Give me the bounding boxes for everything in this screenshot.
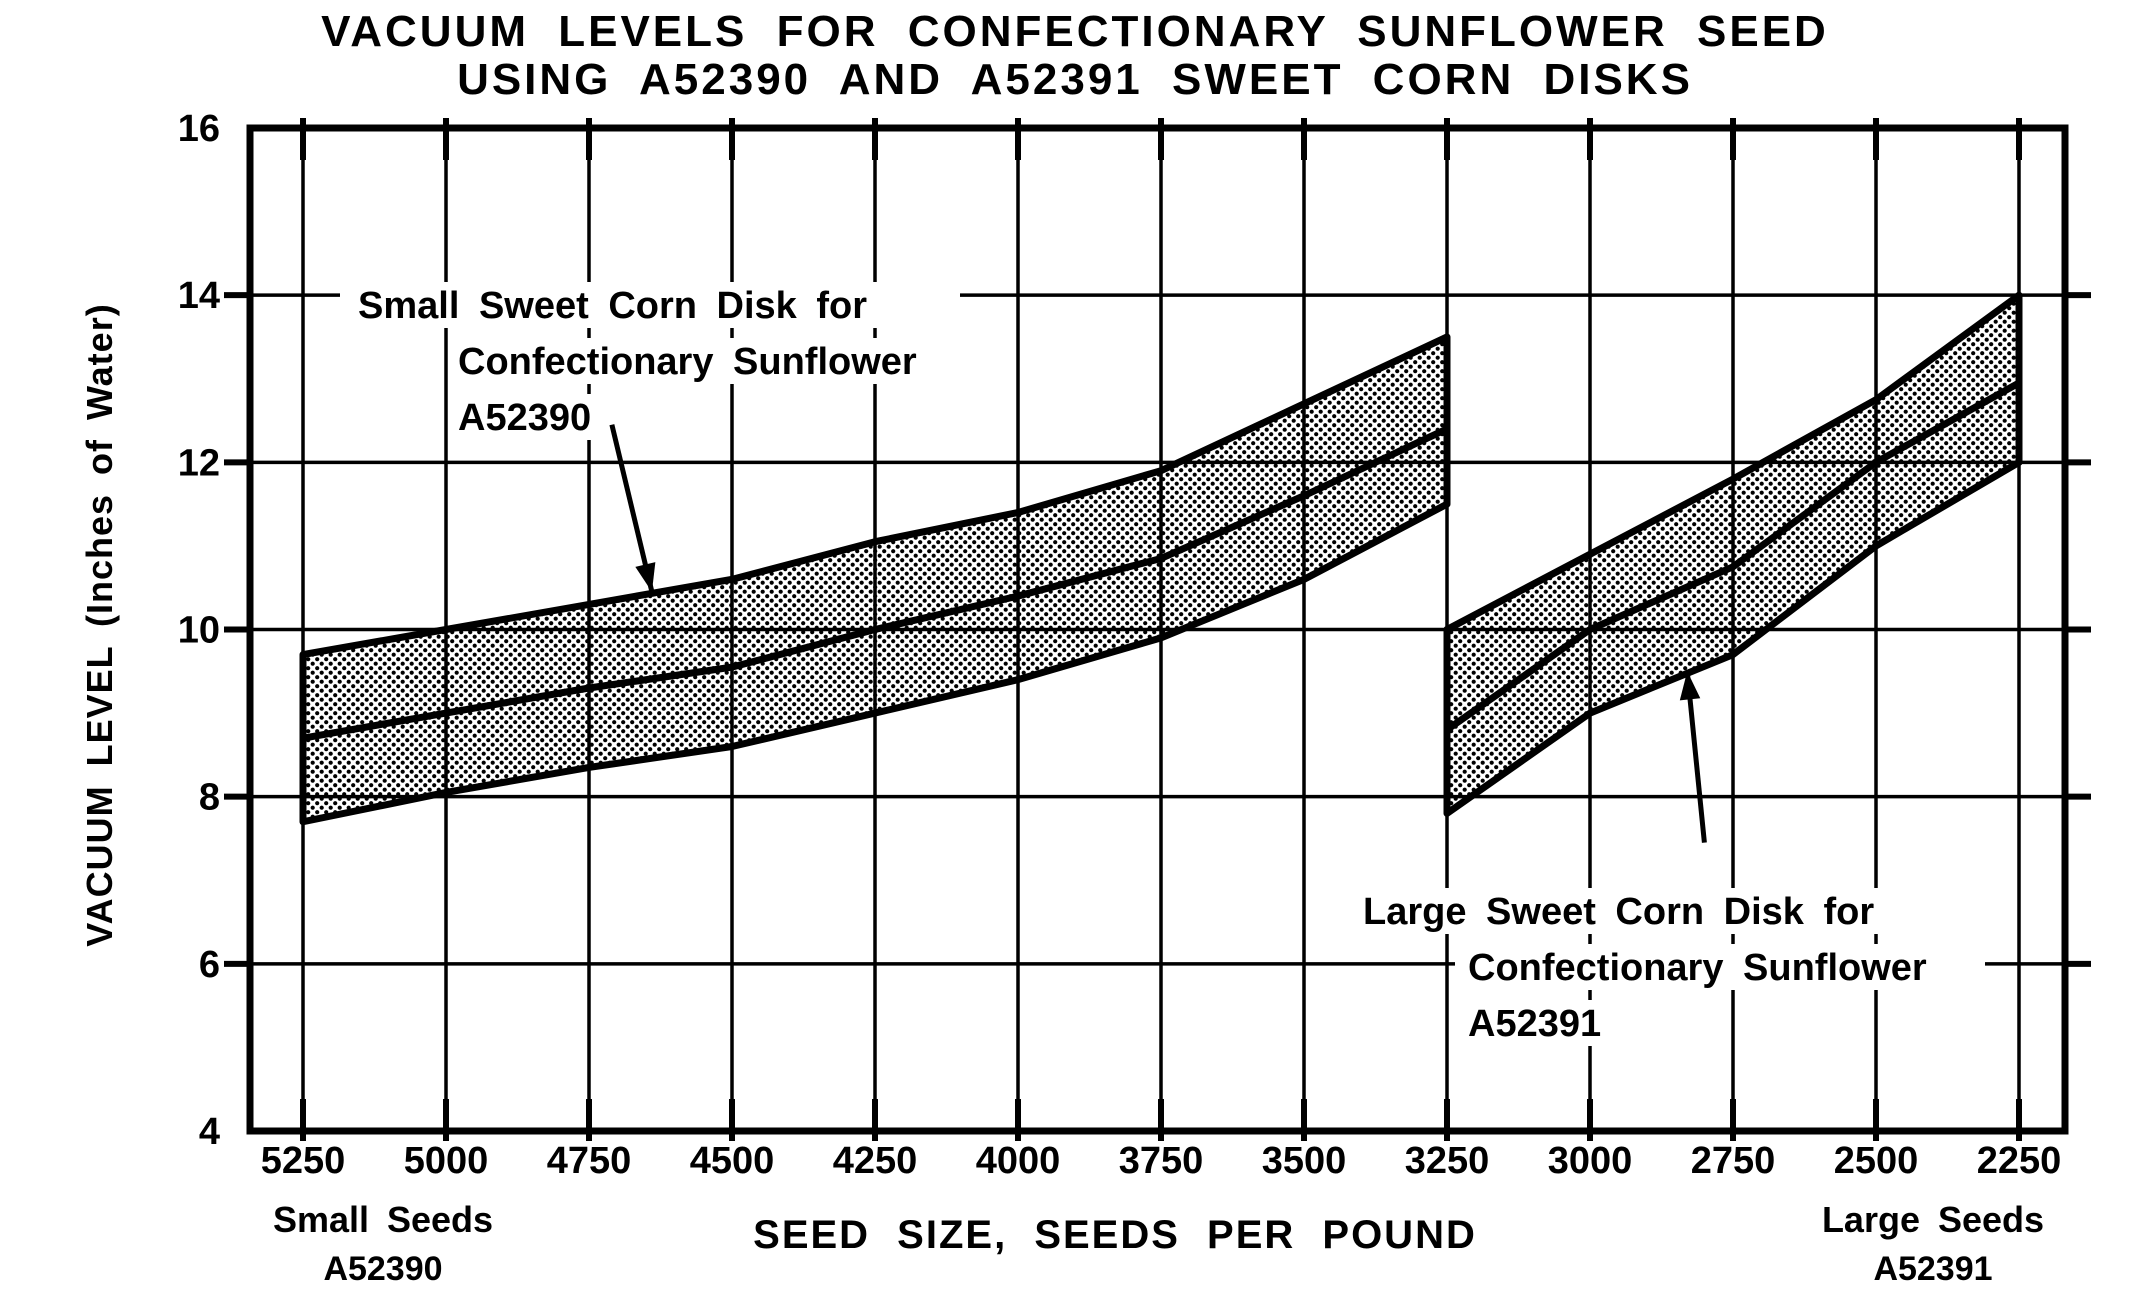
annotation-small-disk: Small Sweet Corn Disk for Confectionary …	[358, 285, 917, 439]
x-tick-labels: 5250 5000 4750 4500 4250 4000 3750 3500 3250 3000…	[261, 1140, 2062, 1182]
annotation-arrows	[609, 424, 1707, 843]
x-tick-label-3750: 3750	[1119, 1140, 1204, 1182]
x-tick-label-4000: 4000	[976, 1140, 1061, 1182]
y-tick-label-16: 16	[178, 108, 220, 150]
plot-border-and-ticks	[224, 118, 2091, 1141]
y-tick-label-14: 14	[178, 275, 220, 317]
arrow-large-disk	[1679, 671, 1707, 843]
chart-title-line1: VACUUM LEVELS FOR CONFECTIONARY SUNFLOWE…	[321, 7, 1829, 56]
y-tick-label-4: 4	[199, 1111, 220, 1153]
x-tick-label-4750: 4750	[547, 1140, 632, 1182]
corner-label-large-seeds: Large Seeds A52391	[1822, 1199, 2044, 1288]
y-tick-labels: 16 14 12 10 8 6 4	[178, 108, 220, 1153]
large-seeds-part-number: A52391	[1873, 1250, 1992, 1288]
x-tick-label-5000: 5000	[404, 1140, 489, 1182]
y-tick-label-6: 6	[199, 944, 220, 986]
arrowhead	[1679, 671, 1701, 701]
x-tick-label-3500: 3500	[1262, 1140, 1347, 1182]
annotation-backgrounds	[340, 282, 1985, 1046]
annotation-large-disk: Large Sweet Corn Disk for Confectionary …	[1363, 891, 1927, 1045]
x-tick-label-2250: 2250	[1977, 1140, 2062, 1182]
x-tick-label-5250: 5250	[261, 1140, 346, 1182]
arrow-small-disk	[609, 424, 656, 593]
annotation-large-disk-line1: Large Sweet Corn Disk for	[1363, 891, 1874, 933]
corner-label-small-seeds: Small Seeds A52390	[273, 1199, 493, 1288]
x-tick-label-3250: 3250	[1405, 1140, 1490, 1182]
annotation-small-disk-line2: Confectionary Sunflower	[458, 341, 917, 383]
x-tick-label-4500: 4500	[690, 1140, 775, 1182]
arrowhead	[635, 562, 656, 592]
large-seeds-label: Large Seeds	[1822, 1199, 2044, 1240]
x-tick-label-2750: 2750	[1691, 1140, 1776, 1182]
small-seeds-label: Small Seeds	[273, 1199, 493, 1240]
annotation-large-disk-line3: A52391	[1468, 1003, 1601, 1045]
y-tick-label-12: 12	[178, 442, 220, 484]
annotation-large-disk-line2: Confectionary Sunflower	[1468, 947, 1927, 989]
chart-title-line2: USING A52390 AND A52391 SWEET CORN DISKS	[457, 55, 1693, 104]
y-axis-title: VACUUM LEVEL (Inches of Water)	[79, 303, 120, 946]
annotation-small-disk-line3: A52390	[458, 397, 591, 439]
y-tick-label-10: 10	[178, 610, 220, 652]
x-tick-label-2500: 2500	[1834, 1140, 1919, 1182]
x-tick-label-4250: 4250	[833, 1140, 918, 1182]
annotation-small-disk-line1: Small Sweet Corn Disk for	[358, 285, 867, 327]
y-tick-label-8: 8	[199, 777, 220, 819]
small-seeds-part-number: A52390	[323, 1250, 442, 1288]
x-axis-title: SEED SIZE, SEEDS PER POUND	[753, 1213, 1477, 1257]
x-tick-label-3000: 3000	[1548, 1140, 1633, 1182]
